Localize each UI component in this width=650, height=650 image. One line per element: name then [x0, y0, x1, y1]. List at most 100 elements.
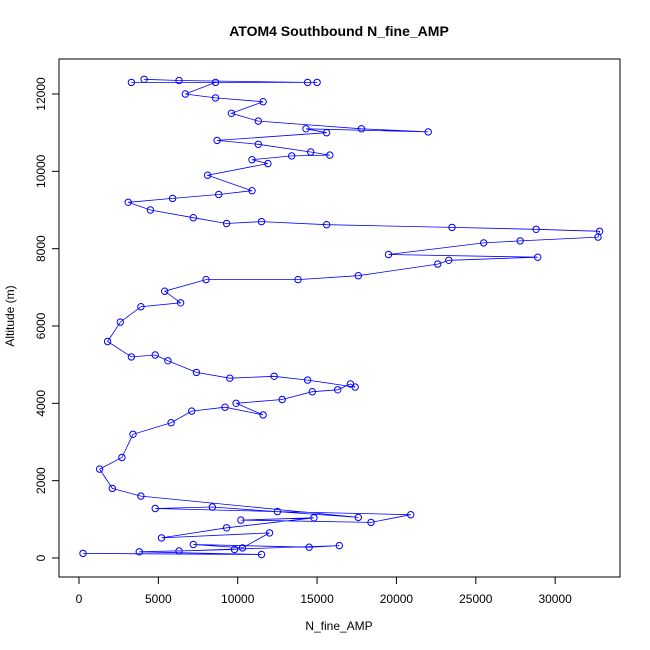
- data-point: [95, 465, 104, 473]
- x-tick-label: 0: [76, 592, 83, 606]
- data-point: [278, 395, 286, 404]
- data-point: [222, 524, 231, 532]
- y-tick-label: 12000: [34, 77, 48, 111]
- data-point: [248, 156, 256, 164]
- data-point: [354, 272, 362, 280]
- data-point: [176, 299, 185, 307]
- x-tick-label: 15000: [300, 592, 334, 606]
- data-point: [445, 256, 453, 264]
- data-point: [230, 545, 239, 554]
- data-point: [238, 544, 247, 552]
- data-point: [232, 399, 240, 407]
- data-point: [302, 125, 310, 133]
- data-point: [248, 187, 256, 195]
- data-point: [354, 513, 362, 522]
- data-point: [288, 152, 296, 160]
- data-point: [264, 159, 272, 168]
- data-point: [595, 227, 604, 236]
- data-point: [273, 507, 282, 516]
- data-point: [202, 275, 210, 284]
- y-tick-label: 8000: [34, 235, 48, 262]
- data-point: [407, 511, 415, 519]
- plot-area: [79, 75, 604, 559]
- data-point: [167, 419, 175, 427]
- x-tick-label: 30000: [538, 592, 572, 606]
- data-point: [294, 275, 302, 284]
- data-point: [175, 547, 183, 555]
- data-point: [322, 129, 331, 137]
- x-tick-label: 10000: [221, 592, 255, 606]
- data-point: [137, 492, 145, 500]
- data-point: [516, 237, 524, 245]
- data-point: [357, 125, 366, 133]
- y-tick-label: 6000: [34, 312, 48, 339]
- data-point: [351, 383, 359, 391]
- y-tick-label: 10000: [34, 154, 48, 188]
- data-point: [208, 503, 217, 511]
- data-point: [335, 541, 343, 550]
- data-point: [103, 337, 112, 346]
- data-point: [265, 529, 274, 537]
- y-tick-label: 4000: [34, 390, 48, 417]
- data-point: [213, 136, 221, 145]
- y-tick-label: 2000: [34, 467, 48, 494]
- data-point: [189, 214, 198, 222]
- data-point: [307, 148, 315, 156]
- data-point: [181, 90, 190, 98]
- data-point: [168, 194, 177, 203]
- data-point: [259, 98, 267, 106]
- data-point: [211, 94, 220, 102]
- data-point: [127, 78, 136, 87]
- x-axis-label: N_fine_AMP: [305, 619, 372, 633]
- data-point: [211, 78, 220, 87]
- data-point: [334, 386, 342, 394]
- data-point: [305, 543, 313, 551]
- y-tick-label: 0: [34, 554, 48, 561]
- data-point: [303, 376, 312, 384]
- data-point: [129, 430, 137, 438]
- x-tick-label: 5000: [145, 592, 172, 606]
- data-point: [254, 140, 262, 149]
- data-point: [146, 206, 155, 214]
- data-point: [135, 548, 144, 556]
- data-point: [140, 75, 148, 84]
- data-point: [203, 171, 212, 179]
- data-point: [367, 518, 375, 527]
- data-point: [254, 117, 262, 125]
- x-tick-label: 25000: [459, 592, 493, 606]
- data-point: [257, 550, 266, 559]
- x-tick-label: 20000: [380, 592, 414, 606]
- data-point: [237, 516, 245, 524]
- data-point: [480, 239, 488, 247]
- y-axis-label: Altitude (m): [3, 285, 17, 346]
- data-point: [116, 318, 125, 326]
- data-point: [448, 223, 456, 232]
- data-point: [151, 351, 159, 359]
- data-point: [534, 253, 542, 261]
- data-point: [189, 540, 198, 549]
- data-point: [118, 453, 126, 462]
- data-point: [303, 78, 312, 87]
- data-point: [157, 534, 166, 542]
- data-point: [322, 221, 331, 229]
- data-point: [161, 287, 169, 295]
- data-point: [164, 357, 172, 365]
- plot-frame: [58, 58, 621, 578]
- data-point: [226, 374, 234, 382]
- data-point: [192, 368, 201, 377]
- data-point: [270, 372, 278, 380]
- data-point: [257, 217, 266, 226]
- series-line: [82, 78, 601, 555]
- data-point: [532, 225, 540, 234]
- data-point: [308, 388, 316, 396]
- data-point: [108, 484, 117, 493]
- data-point: [313, 78, 321, 87]
- data-point: [175, 76, 183, 85]
- data-point: [227, 109, 236, 118]
- data-point: [127, 353, 136, 361]
- data-point: [222, 219, 231, 228]
- data-point: [151, 504, 159, 513]
- data-point: [424, 128, 432, 136]
- data-point: [124, 198, 132, 207]
